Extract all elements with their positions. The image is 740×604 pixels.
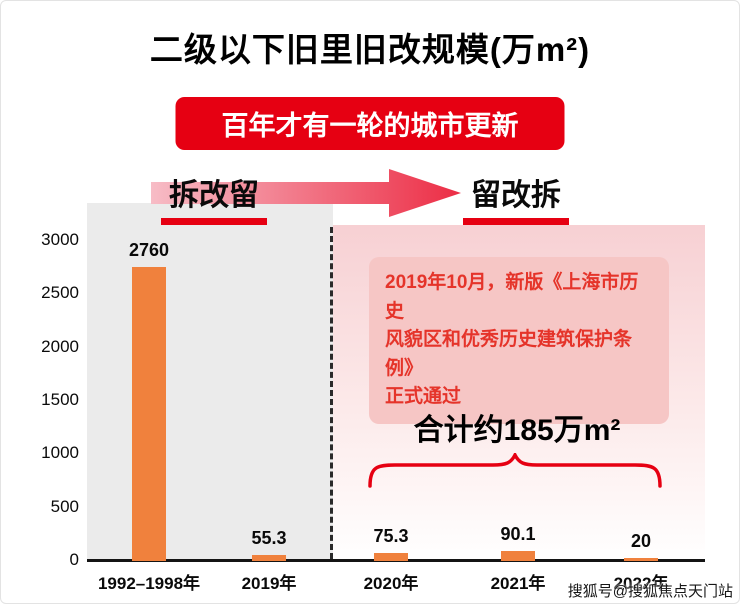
x-axis-category-label: 2019年 [241,574,297,593]
arrow-right-icon [151,169,461,217]
y-axis-tick-label: 1500 [41,390,79,409]
x-axis-category-label: 2022年 [613,574,669,593]
y-axis-tick-label: 0 [69,550,79,569]
bar-value-label: 90.1 [500,524,536,544]
y-axis-tick-label: 3000 [41,230,79,249]
bar-2019年 [252,555,286,561]
x-axis-category-label: 1992–1998年 [97,574,201,593]
note-line-2: 风貌区和优秀历史建筑保护条例》 [385,329,633,379]
total-label: 合计约185万m² [413,414,621,447]
phase-label-left: 拆改留 [161,170,267,225]
bar-2021年 [501,551,535,561]
page-title: 二级以下旧里旧改规模(万m²) [149,31,591,68]
bar-2022年 [624,558,658,561]
banner-ribbon: 百年才有一轮的城市更新 [175,97,565,150]
bar-1992–1998年 [132,267,166,561]
y-axis-tick-label: 2000 [41,336,79,356]
y-axis-tick-label: 1000 [41,443,79,463]
x-axis-category-label: 2020年 [363,574,419,593]
note-line-1: 2019年10月，新版《上海市历史 [385,272,639,322]
era-divider-dashed-line [330,227,333,559]
note-line-3: 正式通过 [385,386,462,407]
plot-background [87,203,333,561]
bar-value-label: 75.3 [373,526,409,546]
y-axis-tick-label: 2500 [41,283,79,303]
policy-note-box: 2019年10月，新版《上海市历史 风貌区和优秀历史建筑保护条例》 正式通过 [369,257,669,424]
bar-2020年 [374,553,408,561]
y-axis-tick-label: 500 [50,496,79,516]
phase-label-right: 留改拆 [463,170,569,225]
bar-value-label: 2760 [128,240,170,260]
brace-icon [368,453,662,488]
bar-value-label: 20 [630,531,652,551]
watermark: 搜狐号@搜狐焦点天门站 [567,583,733,600]
x-axis-category-label: 2021年 [490,574,546,593]
bar-value-label: 55.3 [251,528,287,548]
